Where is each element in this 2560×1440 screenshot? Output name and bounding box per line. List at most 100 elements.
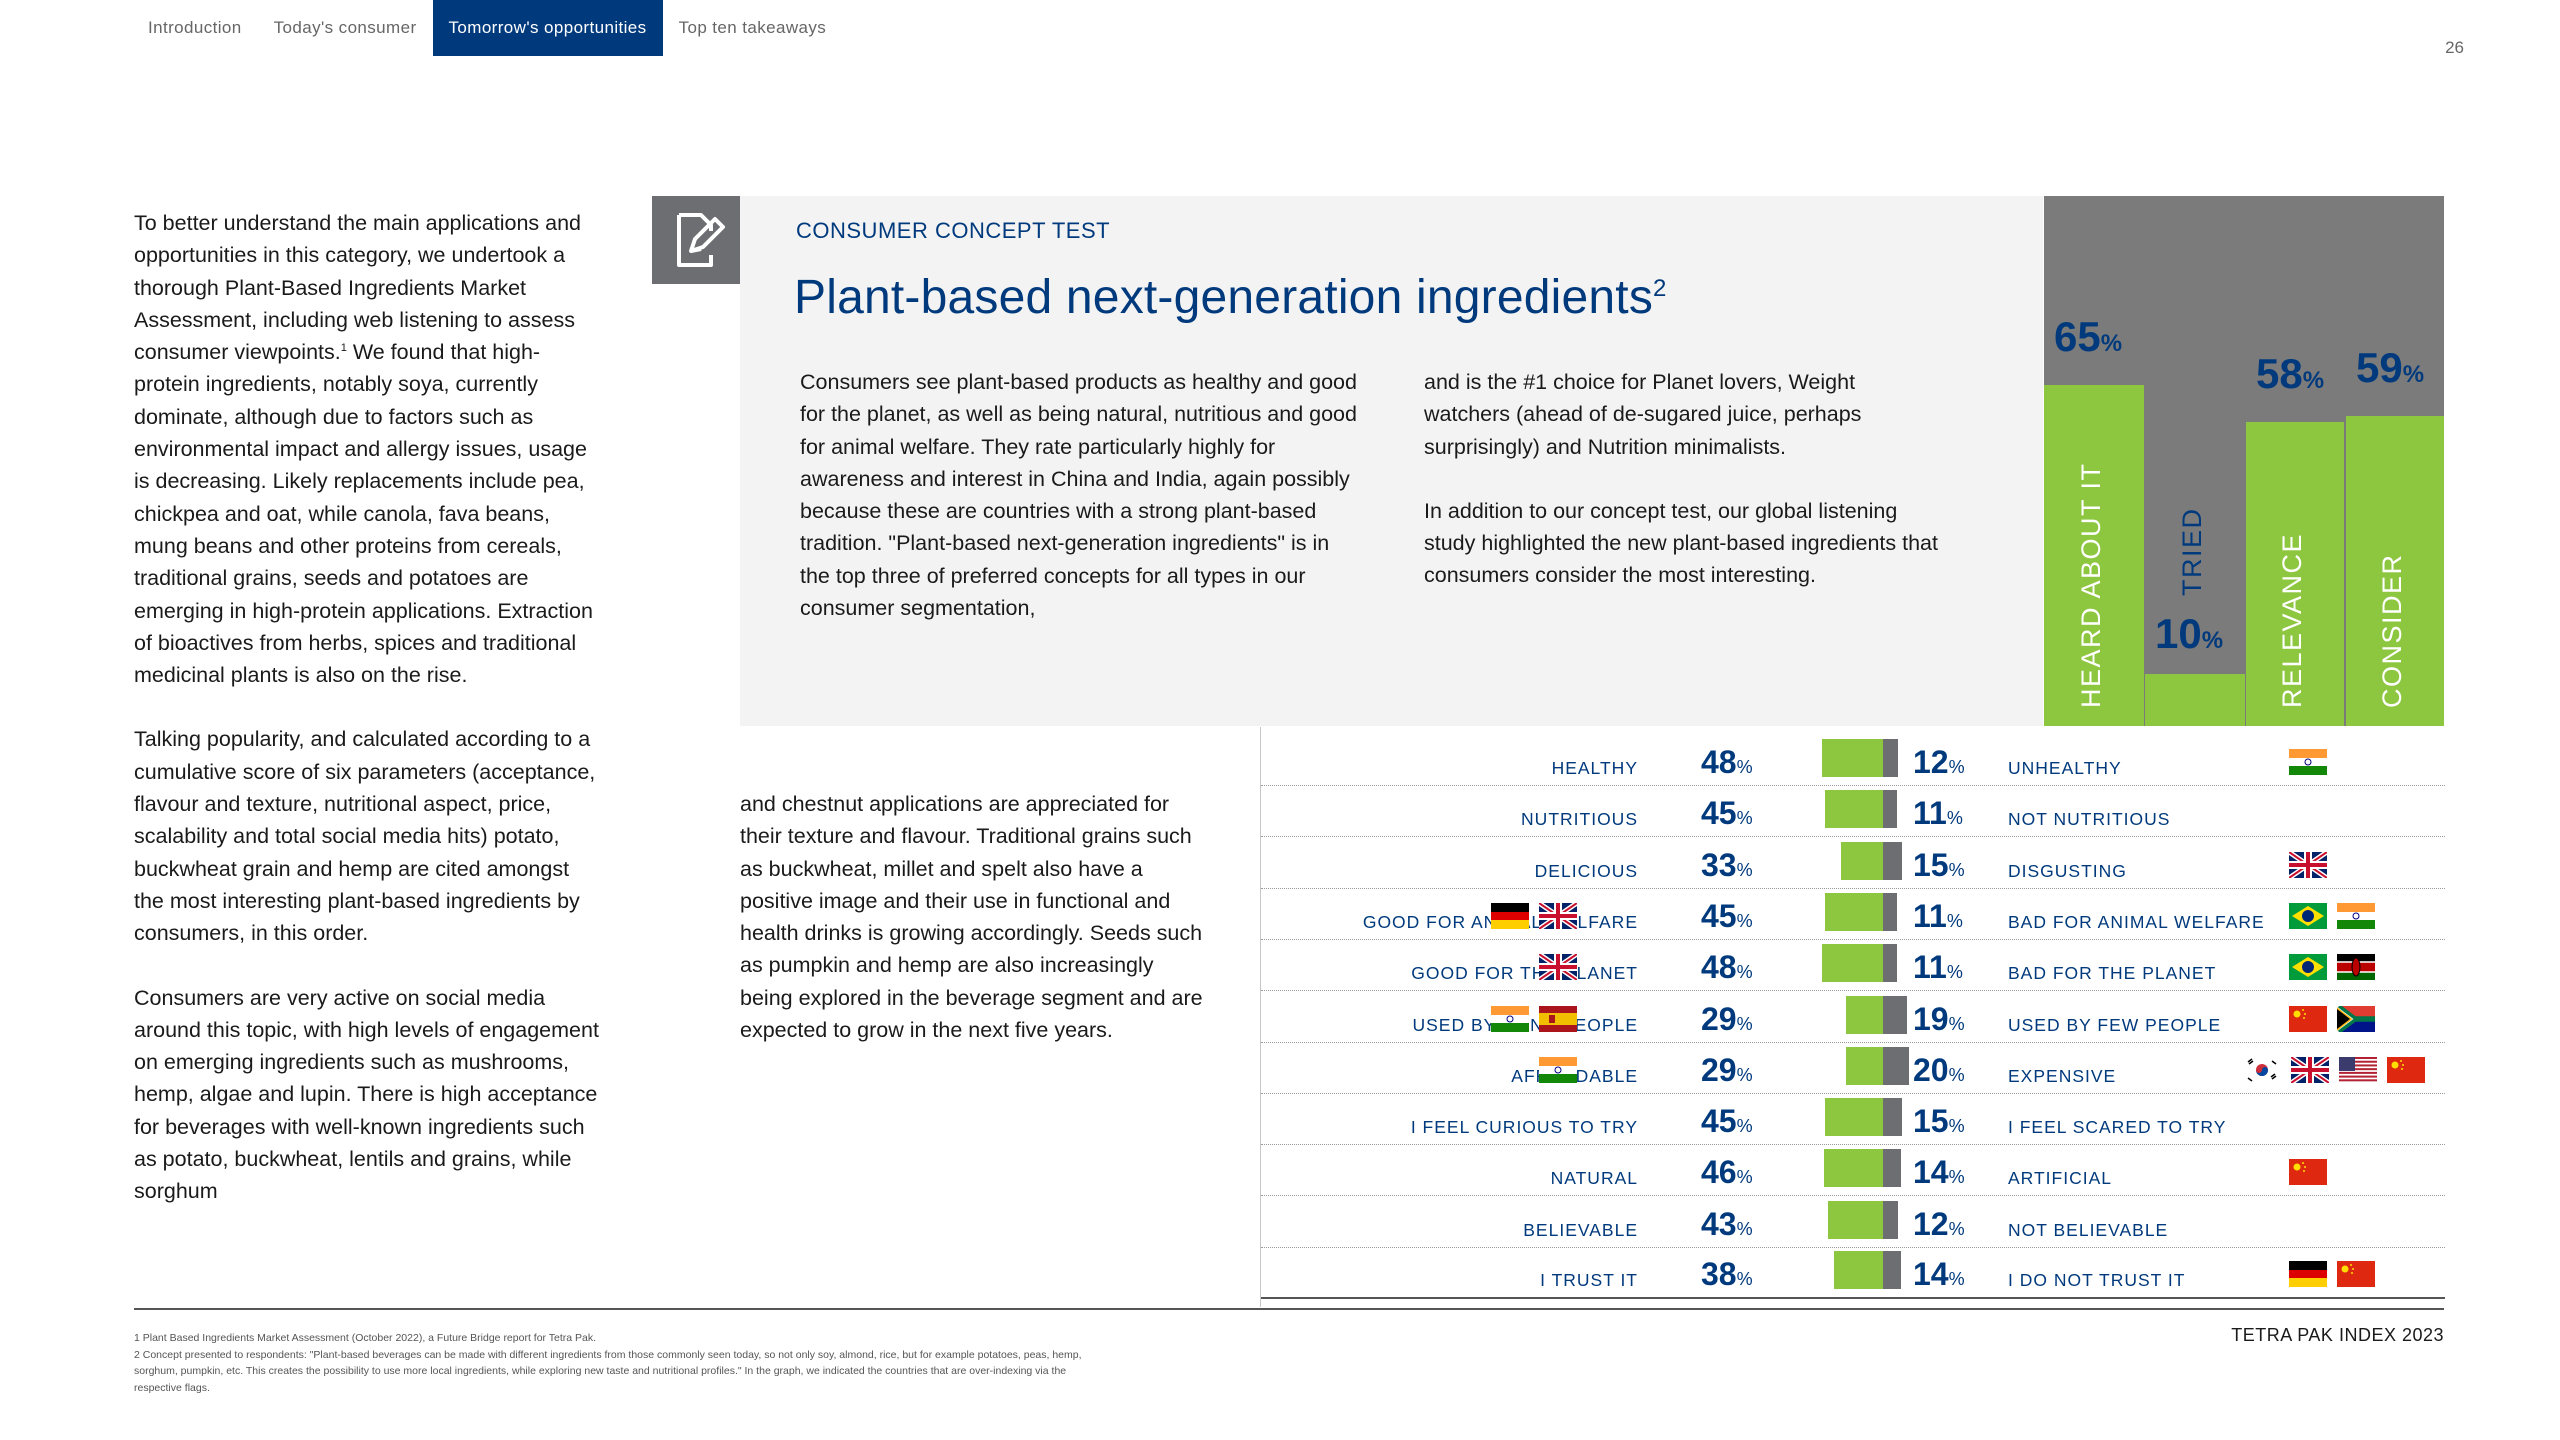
- positive-percent: 43%: [1701, 1206, 1753, 1242]
- negative-percent: 15%: [1913, 1103, 1965, 1139]
- positive-attribute-label: BELIEVABLE: [1523, 1220, 1638, 1240]
- panel-kicker: CONSUMER CONCEPT TEST: [796, 218, 1111, 243]
- flag-china-icon: [2387, 1057, 2425, 1083]
- funnel-bar-tried: [2145, 674, 2245, 726]
- negative-attribute-label: I FEEL SCARED TO TRY: [2008, 1117, 2227, 1137]
- attribute-row: GOOD FOR THE PLANET 48% 11% BAD FOR THE PLA…: [1261, 940, 2445, 991]
- negative-attribute-label: BAD FOR ANIMAL WELFARE: [2008, 912, 2265, 932]
- attribute-row: I FEEL CURIOUS TO TRY 45% 15% I FEEL SCARED…: [1261, 1094, 2445, 1145]
- positive-percent: 38%: [1701, 1256, 1753, 1292]
- over-index-flags-right: [2243, 1057, 2425, 1083]
- edit-document-icon: [652, 196, 740, 284]
- attribute-row: BELIEVABLE 43% 12% NOT BELIEVABLE: [1261, 1197, 2445, 1248]
- funnel-category-label: CONSIDER: [2377, 553, 2407, 708]
- panel-text-right: and is the #1 choice for Planet lovers, …: [1424, 366, 1944, 592]
- over-index-flags-left: [1539, 1057, 1577, 1083]
- negative-bar: [1883, 842, 1902, 880]
- over-index-flags-right: [2289, 954, 2375, 980]
- flag-india-icon: [2337, 903, 2375, 929]
- negative-attribute-label: USED BY FEW PEOPLE: [2008, 1015, 2222, 1035]
- negative-bar: [1883, 893, 1897, 931]
- over-index-flags-left: [1539, 954, 1577, 980]
- funnel-category-label: TRIED: [2177, 507, 2207, 597]
- attribute-rating-chart: HEALTHY 48% 12% UNHEALTHY NUTRITIOUS 45% 11% NO…: [1260, 727, 2445, 1307]
- funnel-bar-consider: [2346, 416, 2444, 726]
- positive-bar: [1828, 1201, 1883, 1239]
- negative-attribute-label: NOT BELIEVABLE: [2008, 1220, 2169, 1240]
- negative-attribute-label: DISGUSTING: [2008, 861, 2127, 881]
- tab-tomorrows-opportunities[interactable]: Tomorrow's opportunities: [432, 0, 663, 56]
- panel-title-text: Plant-based next-generation ingredients: [794, 271, 1654, 324]
- negative-bar: [1883, 739, 1898, 777]
- negative-bar: [1883, 1251, 1901, 1289]
- positive-bar: [1822, 944, 1883, 982]
- positive-percent: 29%: [1701, 1001, 1753, 1037]
- negative-bar: [1883, 1201, 1898, 1239]
- attribute-row: NATURAL 46% 14% ARTIFICIAL: [1261, 1145, 2445, 1196]
- positive-percent: 46%: [1701, 1154, 1753, 1190]
- footer-divider: [134, 1308, 2444, 1310]
- over-index-flags-right: [2289, 903, 2375, 929]
- negative-bar: [1883, 996, 1907, 1034]
- positive-percent: 33%: [1701, 847, 1753, 883]
- flag-usa-icon: [2339, 1057, 2377, 1083]
- positive-bar: [1834, 1251, 1883, 1289]
- negative-percent: 14%: [1913, 1154, 1965, 1190]
- negative-percent: 12%: [1913, 744, 1965, 780]
- negative-percent: 19%: [1913, 1001, 1965, 1037]
- flag-uk-icon: [2291, 1057, 2329, 1083]
- positive-attribute-label: NATURAL: [1550, 1168, 1638, 1188]
- positive-bar: [1825, 790, 1883, 828]
- attribute-row: HEALTHY 48% 12% UNHEALTHY: [1261, 735, 2445, 786]
- concept-panel: [740, 196, 2043, 726]
- positive-percent: 29%: [1701, 1052, 1753, 1088]
- negative-percent: 15%: [1913, 847, 1965, 883]
- flag-south-africa-icon: [2337, 1006, 2375, 1032]
- flag-china-icon: [2289, 1006, 2327, 1032]
- funnel-divider: [2144, 196, 2145, 726]
- paragraph: Consumers are very active on social medi…: [134, 985, 599, 1204]
- section-nav: Introduction Today's consumer Tomorrow's…: [132, 0, 842, 56]
- footnote-ref: 2: [1653, 275, 1667, 302]
- negative-attribute-label: NOT NUTRITIOUS: [2008, 809, 2171, 829]
- flag-china-icon: [2337, 1261, 2375, 1287]
- flag-kenya-icon: [2337, 954, 2375, 980]
- funnel-bar-heard-about-it: [2044, 385, 2144, 726]
- negative-attribute-label: ARTIFICIAL: [2008, 1168, 2113, 1188]
- panel-text-left: Consumers see plant-based products as he…: [800, 370, 1357, 621]
- footnote-1: 1 Plant Based Ingredients Market Assessm…: [134, 1332, 597, 1344]
- negative-bar: [1883, 1098, 1902, 1136]
- negative-bar: [1883, 790, 1897, 828]
- flag-uk-icon: [2289, 852, 2327, 878]
- positive-percent: 48%: [1701, 949, 1753, 985]
- flag-india-icon: [1491, 1006, 1529, 1032]
- flag-uk-icon: [1539, 903, 1577, 929]
- funnel-value-label: 10%: [2155, 610, 2224, 657]
- flag-spain-icon: [1539, 1006, 1577, 1032]
- negative-attribute-label: I DO NOT TRUST IT: [2008, 1270, 2186, 1290]
- positive-bar: [1846, 996, 1883, 1034]
- flag-germany-icon: [2289, 1261, 2327, 1287]
- flag-korea-icon: [2243, 1057, 2281, 1083]
- negative-bar: [1883, 1149, 1901, 1187]
- attribute-row: NUTRITIOUS 45% 11% NOT NUTRITIOUS: [1261, 786, 2445, 837]
- positive-attribute-label: I FEEL CURIOUS TO TRY: [1410, 1117, 1638, 1137]
- tab-top-ten-takeaways[interactable]: Top ten takeaways: [678, 18, 827, 37]
- funnel-value-label: 65%: [2054, 313, 2123, 360]
- over-index-flags-right: [2289, 1006, 2375, 1032]
- flag-india-icon: [2289, 749, 2327, 775]
- positive-percent: 48%: [1701, 744, 1753, 780]
- flag-brazil-icon: [2289, 954, 2327, 980]
- flag-china-icon: [2289, 1159, 2327, 1185]
- over-index-flags-right: [2289, 1261, 2375, 1287]
- negative-percent: 11%: [1913, 898, 1963, 934]
- paragraph: To better understand the main applicatio…: [134, 207, 604, 691]
- tab-todays-consumer[interactable]: Today's consumer: [273, 18, 417, 37]
- over-index-flags-right: [2289, 749, 2327, 775]
- footnote-ref: 1: [340, 342, 347, 355]
- positive-percent: 45%: [1701, 1103, 1753, 1139]
- footnotes: 1 Plant Based Ingredients Market Assessm…: [134, 1330, 1094, 1396]
- negative-percent: 11%: [1913, 795, 1963, 831]
- tab-introduction[interactable]: Introduction: [148, 18, 242, 37]
- positive-attribute-label: HEALTHY: [1551, 758, 1638, 778]
